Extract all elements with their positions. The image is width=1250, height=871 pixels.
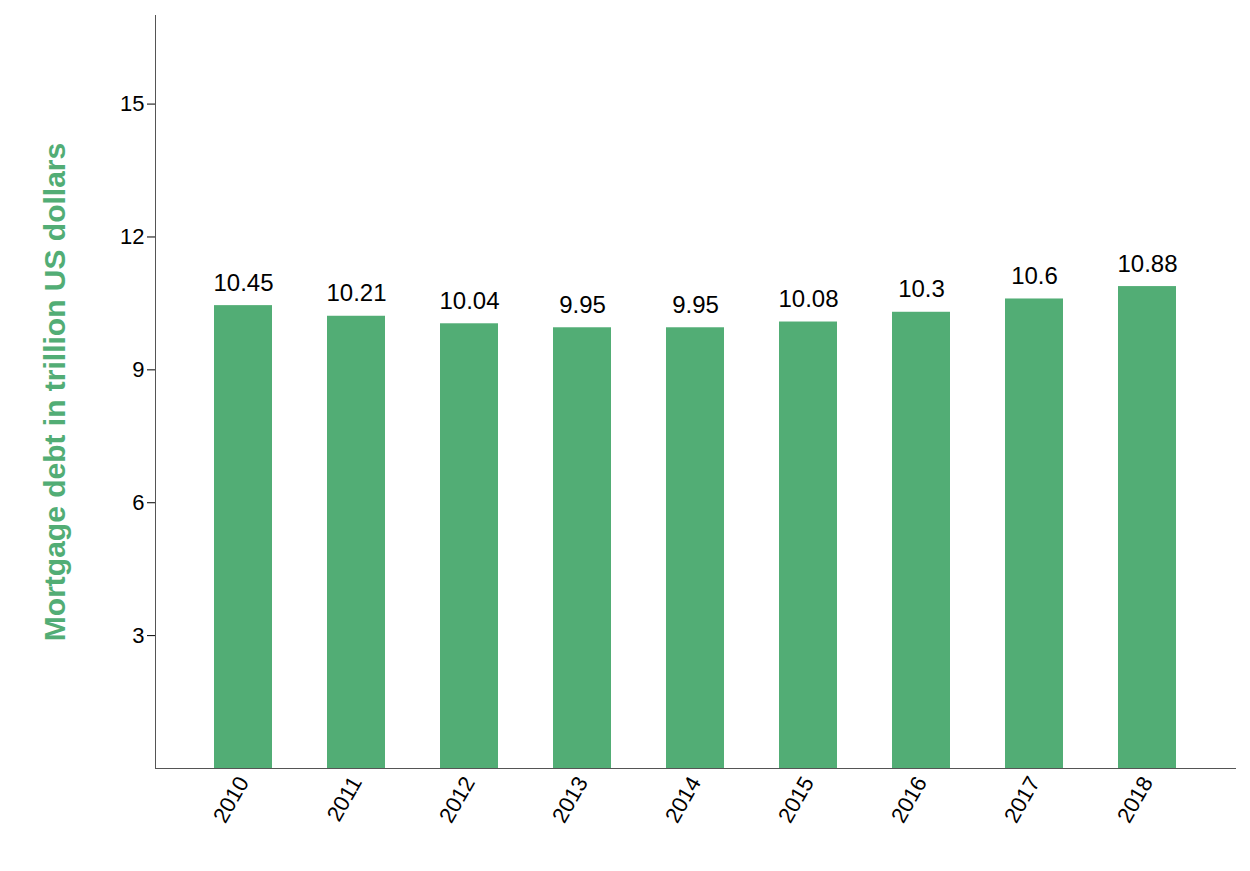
svg-text:2010: 2010 (208, 772, 254, 827)
svg-text:3: 3 (132, 623, 144, 648)
svg-text:2012: 2012 (434, 772, 480, 827)
svg-text:12: 12 (120, 224, 144, 249)
svg-text:2018: 2018 (1112, 772, 1158, 827)
svg-text:2016: 2016 (886, 772, 932, 827)
svg-text:9: 9 (132, 357, 144, 382)
svg-text:6: 6 (132, 490, 144, 515)
svg-text:10.04: 10.04 (439, 287, 499, 314)
svg-text:10.88: 10.88 (1117, 250, 1177, 277)
svg-text:15: 15 (120, 91, 144, 116)
svg-text:10.45: 10.45 (213, 269, 273, 296)
svg-text:2017: 2017 (999, 772, 1045, 827)
svg-text:2015: 2015 (773, 772, 819, 827)
svg-text:2014: 2014 (660, 772, 706, 827)
svg-text:10.6: 10.6 (1011, 262, 1058, 289)
svg-text:9.95: 9.95 (559, 291, 606, 318)
svg-text:10.21: 10.21 (326, 279, 386, 306)
svg-text:Mortgage debt in trillion US d: Mortgage debt in trillion US dollars (38, 143, 71, 641)
svg-text:2011: 2011 (322, 772, 367, 825)
svg-text:2013: 2013 (547, 772, 593, 827)
svg-text:10.08: 10.08 (778, 285, 838, 312)
svg-text:10.3: 10.3 (898, 275, 945, 302)
svg-text:9.95: 9.95 (672, 291, 719, 318)
